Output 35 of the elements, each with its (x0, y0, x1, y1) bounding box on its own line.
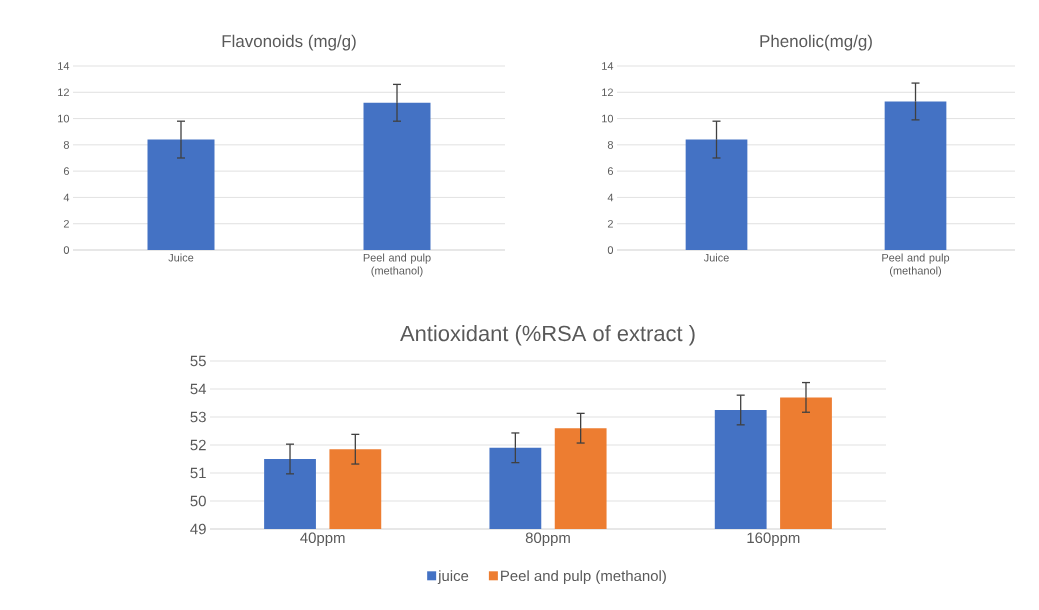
y-tick-label: 12 (602, 88, 613, 97)
chart-title: Phenolic(mg/g) (760, 34, 872, 51)
x-tick-label: Peel and pulp (methanol) (882, 253, 950, 277)
legend-label: Peel and pulp (methanol) (501, 570, 666, 585)
y-tick-label: 4 (607, 193, 614, 202)
x-tick-label: Juice (703, 253, 729, 262)
x-tick-label: 80ppm (525, 532, 570, 547)
x-tick-label: 40ppm (300, 532, 345, 547)
y-tick-label: 55 (190, 355, 206, 367)
legend-label: juice (437, 570, 469, 585)
y-tick-label: 0 (63, 246, 70, 254)
x-tick-label: 160ppm (747, 532, 800, 547)
y-tick-label: 54 (190, 383, 207, 395)
y-tick-label: 14 (602, 62, 614, 70)
y-tick-label: 53 (190, 411, 206, 423)
x-tick-label: Juice (168, 253, 194, 262)
y-tick-label: 6 (607, 167, 613, 176)
y-tick-label: 8 (63, 140, 69, 149)
y-tick-label: 2 (607, 219, 613, 228)
y-tick-label: 12 (58, 88, 69, 97)
y-tick-label: 51 (190, 467, 206, 479)
y-tick-label: 2 (63, 219, 69, 228)
y-tick-label: 49 (190, 523, 206, 535)
chart-title: Flavonoids (mg/g) (222, 34, 356, 51)
y-tick-label: 52 (190, 439, 206, 451)
y-tick-label: 6 (63, 167, 69, 176)
y-tick-label: 0 (607, 246, 614, 254)
y-tick-label: 8 (607, 140, 613, 149)
y-tick-label: 14 (58, 62, 70, 70)
y-tick-label: 10 (602, 114, 614, 123)
x-tick-label: Peel and pulp (methanol) (363, 253, 431, 277)
y-tick-label: 50 (190, 495, 206, 507)
chart-title: Antioxidant (%RSA of extract ) (400, 325, 695, 346)
y-tick-label: 4 (63, 193, 70, 202)
y-tick-label: 10 (58, 114, 70, 123)
